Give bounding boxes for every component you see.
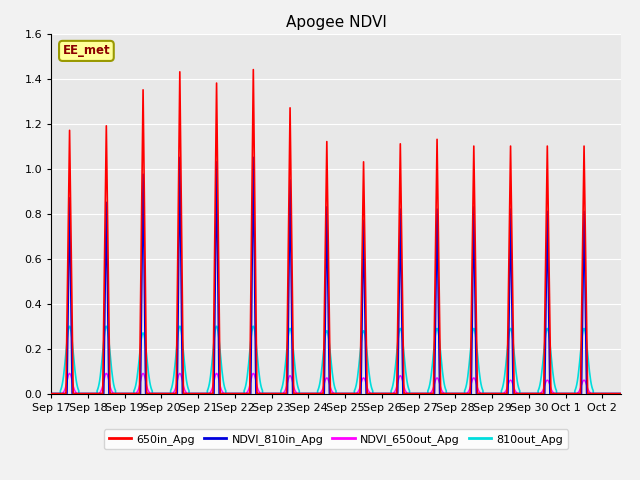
Title: Apogee NDVI: Apogee NDVI <box>285 15 387 30</box>
Text: EE_met: EE_met <box>63 44 110 58</box>
Legend: 650in_Apg, NDVI_810in_Apg, NDVI_650out_Apg, 810out_Apg: 650in_Apg, NDVI_810in_Apg, NDVI_650out_A… <box>104 430 568 449</box>
